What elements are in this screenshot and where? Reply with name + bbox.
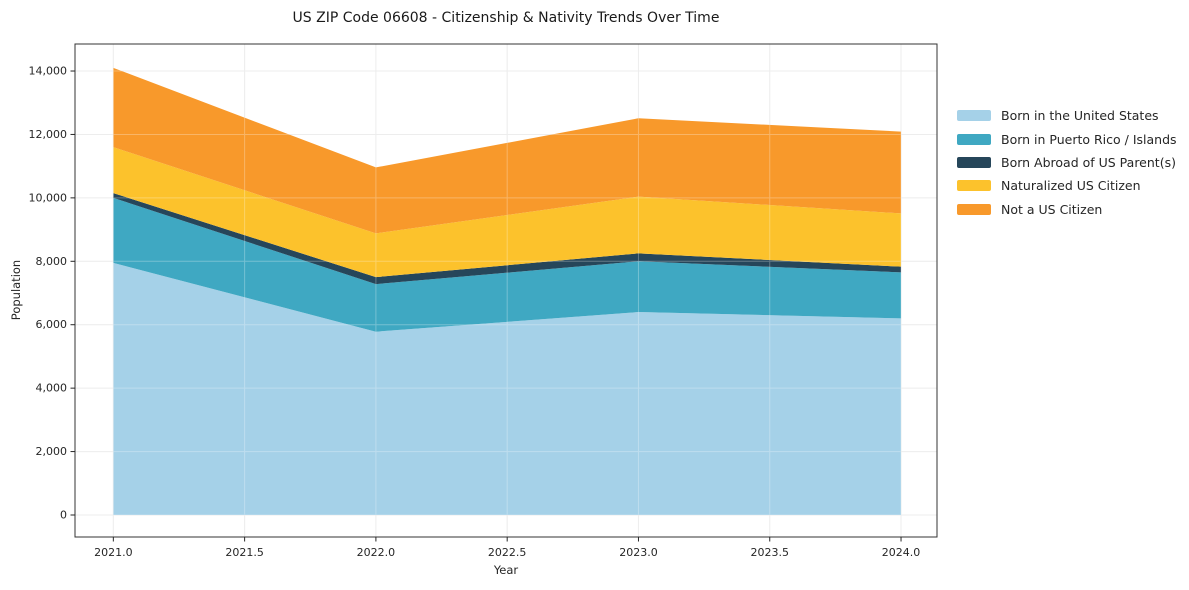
legend-item-born-in-puerto-rico-islands: Born in Puerto Rico / Islands — [957, 127, 1177, 150]
y-tick-label: 14,000 — [29, 65, 68, 78]
legend-swatch — [957, 156, 991, 168]
legend-swatch — [957, 180, 991, 192]
y-tick-label: 10,000 — [29, 191, 68, 204]
legend-label: Born in the United States — [1001, 108, 1159, 124]
axis-ticks — [70, 70, 902, 542]
x-tick-label: 2022.0 — [357, 546, 396, 559]
x-axis-label: Year — [493, 563, 519, 577]
area-not-a-us-citizen — [113, 67, 902, 234]
y-axis-label: Population — [9, 259, 23, 321]
y-tick-label: 4,000 — [36, 382, 68, 395]
x-tick-label: 2023.5 — [750, 546, 789, 559]
y-tick-label: 2,000 — [36, 445, 68, 458]
legend-label: Born in Puerto Rico / Islands — [1001, 131, 1177, 147]
area-naturalized-us-citizen — [113, 147, 902, 278]
x-tick-label: 2023.0 — [619, 546, 658, 559]
gridlines-overlay — [75, 44, 937, 537]
legend: Born in the United States Born in Puerto … — [957, 104, 1177, 221]
legend-item-born-in-the-united-states: Born in the United States — [957, 104, 1177, 127]
legend-swatch — [957, 203, 991, 215]
legend-item-born-abroad-of-us-parent-s: Born Abroad of US Parent(s) — [957, 151, 1177, 174]
x-tick-label: 2021.5 — [225, 546, 264, 559]
x-tick-label: 2024.0 — [882, 546, 921, 559]
legend-label: Naturalized US Citizen — [1001, 178, 1141, 194]
area-born-abroad-of-us-parent-s — [113, 193, 902, 285]
legend-item-not-a-us-citizen: Not a US Citizen — [957, 198, 1177, 221]
legend-label: Not a US Citizen — [1001, 201, 1103, 217]
chart-title: US ZIP Code 06608 - Citizenship & Nativi… — [292, 10, 720, 26]
plot-area — [74, 43, 938, 538]
tick-labels: 2021.0 2021.5 2022.0 2022.5 2023.0 2023.5 2024… — [29, 65, 921, 559]
x-tick-label: 2022.5 — [488, 546, 527, 559]
y-tick-label: 6,000 — [36, 318, 68, 331]
y-tick-label: 12,000 — [29, 128, 68, 141]
x-tick-label: 2021.0 — [94, 546, 133, 559]
area-born-in-the-united-states — [113, 262, 902, 515]
y-tick-label: 8,000 — [36, 255, 68, 268]
legend-label: Born Abroad of US Parent(s) — [1001, 154, 1176, 170]
legend-item-naturalized-us-citizen: Naturalized US Citizen — [957, 174, 1177, 197]
legend-swatch — [957, 133, 991, 145]
area-born-in-puerto-rico-islands — [113, 197, 902, 332]
y-tick-label: 0 — [60, 508, 67, 521]
legend-swatch — [957, 110, 991, 122]
